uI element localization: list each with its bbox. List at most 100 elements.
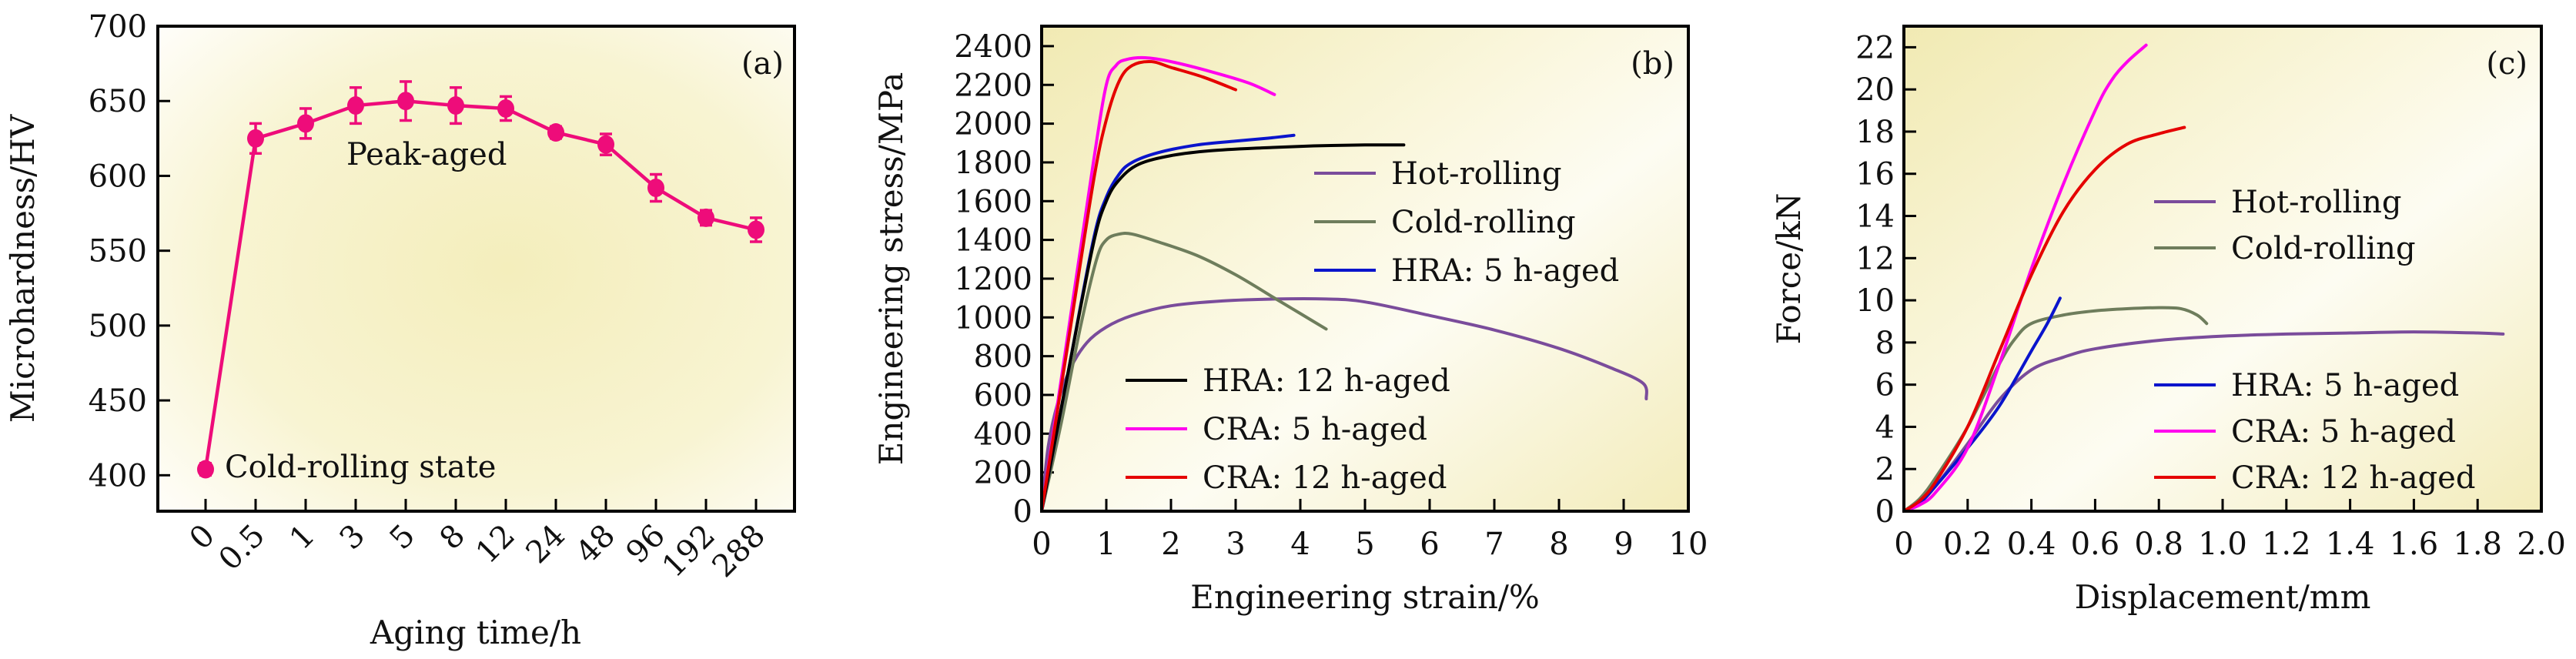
axes-frame <box>156 25 796 513</box>
legend-label-cra-5-h-aged: CRA: 5 h-aged <box>2231 414 2456 450</box>
panel-label-b: (b) <box>1631 46 1674 82</box>
x-tick-label: 3 <box>333 518 373 557</box>
x-tick-label: 5 <box>383 518 423 557</box>
x-tick-label: 1.2 <box>2262 527 2311 562</box>
panel-b-stress-strain: 0200400600800100012001400160018002000220… <box>872 25 1708 616</box>
axes-frame <box>1902 25 2543 513</box>
y-tick-label: 20 <box>1855 72 1895 108</box>
y-tick-label: 400 <box>974 416 1032 452</box>
x-tick-label: 0.2 <box>1943 527 1992 562</box>
legend-label-hra-5-h-aged: HRA: 5 h-aged <box>2231 368 2459 403</box>
y-tick-label: 0 <box>1013 494 1032 530</box>
x-tick-label: 48 <box>570 518 623 571</box>
legend-label-cra-12-h-aged: CRA: 12 h-aged <box>1203 460 1447 496</box>
y-tick-label: 2200 <box>954 68 1032 103</box>
y-tick-label: 0 <box>1875 494 1895 530</box>
legend-label-hot-rolling: Hot-rolling <box>2231 185 2402 220</box>
x-tick-label: 2.0 <box>2517 527 2566 562</box>
x-tick-label: 0.5 <box>212 518 273 578</box>
y-tick-label: 12 <box>1855 241 1895 276</box>
y-tick-label: 550 <box>89 234 147 269</box>
axes-frame <box>1040 25 1690 513</box>
y-tick-label: 600 <box>89 159 147 194</box>
x-tick-label: 1 <box>283 518 323 557</box>
y-tick-label: 6 <box>1875 368 1895 403</box>
data-point <box>698 208 714 227</box>
y-tick-label: 10 <box>1855 283 1895 319</box>
x-tick-label: 0 <box>1894 527 1913 562</box>
y-tick-label: 500 <box>89 309 147 344</box>
x-tick-label: 24 <box>520 518 573 571</box>
x-tick-label: 1 <box>1096 527 1116 562</box>
y-tick-label: 450 <box>89 383 147 419</box>
x-tick-label: 1.8 <box>2453 527 2502 562</box>
x-tick-label: 5 <box>1355 527 1374 562</box>
x-axis-title: Engineering strain/% <box>1190 578 1540 616</box>
y-tick-label: 4 <box>1875 410 1895 445</box>
x-tick-label: 8 <box>433 518 473 557</box>
series-line-cra-12-h-aged <box>1902 125 2186 513</box>
y-tick-label: 700 <box>89 9 147 45</box>
legend-center-right: Hot-rolling Cold-rolling HRA: 5 h-aged <box>1314 156 1619 289</box>
x-axis-title: Aging time/h <box>370 614 581 651</box>
x-tick-label: 8 <box>1549 527 1568 562</box>
y-tick-label: 1600 <box>954 184 1032 219</box>
y-axis-title: Engineering stress/MPa <box>872 72 910 466</box>
y-tick-label: 16 <box>1855 157 1895 192</box>
data-point <box>597 135 614 154</box>
legend-bottom-center: HRA: 12 h-aged CRA: 5 h-aged CRA: 12 h-age… <box>1126 363 1450 496</box>
plot-area <box>1904 26 2541 511</box>
series-line-cra-12-h-aged <box>1040 59 1237 513</box>
y-tick-label: 650 <box>89 84 147 119</box>
y-tick-label: 600 <box>974 378 1032 413</box>
y-tick-label: 1000 <box>954 300 1032 336</box>
panel-label-c: (c) <box>2486 46 2527 82</box>
y-tick-label: 18 <box>1855 115 1895 150</box>
x-tick-label: 9 <box>1614 527 1633 562</box>
y-axis-title: Force/kN <box>1770 193 1808 345</box>
series-line-cold-rolling <box>1902 306 2209 513</box>
y-tick-label: 22 <box>1855 30 1895 65</box>
legend-label-hra-12-h-aged: HRA: 12 h-aged <box>1203 363 1450 399</box>
x-tick-label: 192 <box>656 518 723 585</box>
series-line <box>203 99 757 470</box>
data-point <box>748 220 764 239</box>
y-tick-label: 2000 <box>954 107 1032 142</box>
annotation-cold-rolling-state: Cold-rolling state <box>225 450 496 485</box>
y-tick-label: 400 <box>89 458 147 493</box>
x-tick-label: 0 <box>1032 527 1051 562</box>
x-tick-label: 0.4 <box>2007 527 2056 562</box>
series-line-cra-5-h-aged <box>1040 55 1276 513</box>
legend-label-hot-rolling: Hot-rolling <box>1391 156 1562 192</box>
data-point <box>397 92 414 111</box>
x-tick-label: 10 <box>1669 527 1708 562</box>
series-line-hra-12-h-aged <box>1040 143 1406 513</box>
legend-center-right: Hot-rolling Cold-rolling <box>2154 185 2416 266</box>
y-tick-label: 14 <box>1855 199 1895 235</box>
x-axis-title: Displacement/mm <box>2075 578 2371 616</box>
y-tick-label: 2 <box>1875 452 1895 487</box>
data-point <box>647 179 664 197</box>
data-point <box>547 123 564 142</box>
x-tick-label: 6 <box>1420 527 1439 562</box>
plot-area <box>158 26 795 511</box>
legend-label-cra-12-h-aged: CRA: 12 h-aged <box>2231 460 2475 496</box>
x-tick-label: 2 <box>1161 527 1180 562</box>
x-tick-label: 7 <box>1484 527 1504 562</box>
x-tick-label: 0.8 <box>2134 527 2183 562</box>
x-tick-label: 4 <box>1290 527 1310 562</box>
series-line-cra-5-h-aged <box>1902 43 2148 513</box>
y-tick-label: 800 <box>974 340 1032 375</box>
panel-c-force-displacement: 0 2 4 6 8 10 12 14 16 18 20 22 0 0.2 0.4 0.6 0.8 1.0 1.2 1.… <box>1770 25 2566 616</box>
data-point <box>297 114 314 133</box>
data-point <box>497 99 514 118</box>
x-tick-label: 0.6 <box>2071 527 2120 562</box>
legend-label-cold-rolling: Cold-rolling <box>1391 205 1576 240</box>
legend-label-cold-rolling: Cold-rolling <box>2231 231 2416 266</box>
legend-bottom-right: HRA: 5 h-aged CRA: 5 h-aged CRA: 12 h-aged <box>2154 368 2475 496</box>
legend-label-cra-5-h-aged: CRA: 5 h-aged <box>1203 412 1427 447</box>
x-tick-label: 1.6 <box>2390 527 2439 562</box>
data-point <box>347 96 364 115</box>
